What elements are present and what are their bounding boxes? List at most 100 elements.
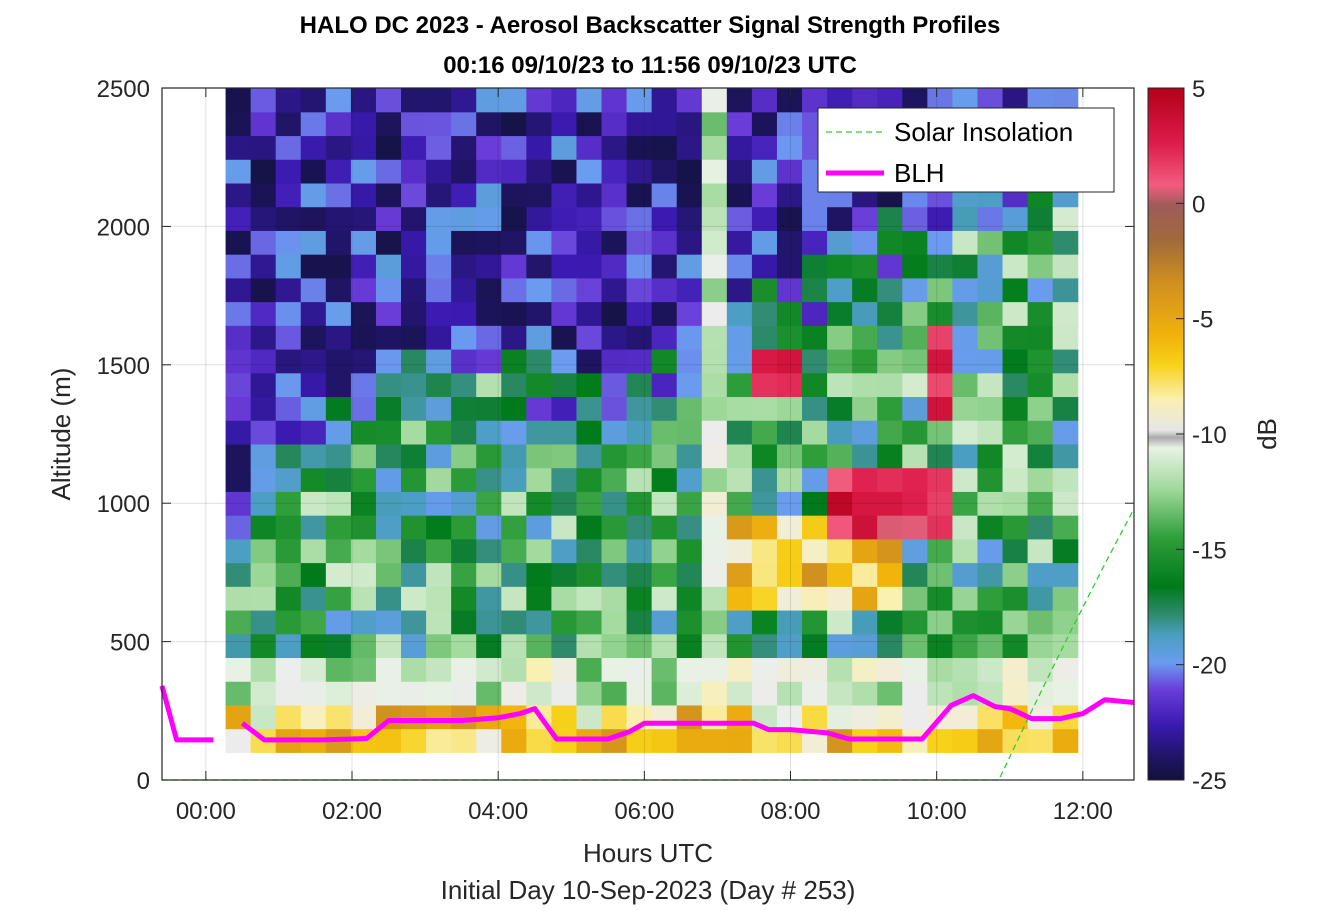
heatmap-cell bbox=[1052, 420, 1079, 445]
heatmap-cell bbox=[701, 182, 728, 208]
heatmap-cell bbox=[451, 633, 477, 659]
heatmap-cell bbox=[501, 633, 527, 659]
heatmap-cell bbox=[426, 420, 452, 445]
heatmap-cell bbox=[426, 728, 452, 753]
heatmap-cell bbox=[250, 562, 277, 587]
heatmap-cell bbox=[701, 301, 728, 326]
heatmap-cell bbox=[626, 586, 653, 611]
heatmap-cell bbox=[626, 562, 653, 587]
heatmap-cell bbox=[601, 348, 628, 374]
heatmap-cell bbox=[300, 348, 327, 374]
heatmap-cell bbox=[426, 633, 452, 659]
heatmap-cell bbox=[1052, 325, 1079, 350]
heatmap-cell bbox=[651, 159, 678, 184]
heatmap-cell bbox=[526, 657, 552, 682]
heatmap-cell bbox=[601, 159, 628, 184]
heatmap-cell bbox=[852, 633, 878, 659]
heatmap-cell bbox=[426, 586, 452, 611]
heatmap-cell bbox=[701, 111, 728, 137]
heatmap-cell bbox=[601, 609, 628, 635]
heatmap-cell bbox=[350, 206, 377, 231]
heatmap-cell bbox=[250, 467, 277, 492]
heatmap-cell bbox=[325, 277, 352, 303]
heatmap-cell bbox=[751, 515, 778, 540]
heatmap-cell bbox=[701, 254, 728, 279]
heatmap-cell bbox=[325, 111, 352, 137]
heatmap-cell bbox=[501, 348, 527, 374]
heatmap-cell bbox=[225, 586, 252, 611]
heatmap-cell bbox=[576, 420, 603, 445]
heatmap-cell bbox=[451, 182, 477, 208]
heatmap-cell bbox=[726, 182, 753, 208]
colorbar-tick-label: -10 bbox=[1192, 422, 1227, 449]
heatmap-cell bbox=[426, 562, 452, 587]
heatmap-cell bbox=[350, 467, 377, 492]
heatmap-cell bbox=[576, 443, 603, 469]
heatmap-cell bbox=[350, 609, 377, 635]
heatmap-cell bbox=[626, 301, 653, 326]
heatmap-cell bbox=[977, 277, 1004, 303]
heatmap-cell bbox=[350, 135, 377, 160]
heatmap-cell bbox=[651, 562, 678, 587]
heatmap-cell bbox=[726, 396, 753, 421]
heatmap-cell bbox=[476, 681, 502, 706]
heatmap-cell bbox=[626, 538, 653, 564]
heatmap-cell bbox=[526, 420, 552, 445]
heatmap-cell bbox=[977, 348, 1004, 374]
heatmap-cell bbox=[601, 135, 628, 160]
heatmap-cell bbox=[952, 609, 979, 635]
heatmap-cell bbox=[225, 159, 252, 184]
heatmap-cell bbox=[225, 420, 252, 445]
heatmap-cell bbox=[751, 372, 778, 398]
heatmap-cell bbox=[225, 88, 252, 113]
heatmap-cell bbox=[902, 609, 928, 635]
heatmap-cell bbox=[451, 538, 477, 564]
heatmap-cell bbox=[225, 728, 252, 753]
heatmap-cell bbox=[225, 633, 252, 659]
heatmap-cell bbox=[751, 633, 778, 659]
legend: Solar Insolation BLH bbox=[817, 107, 1115, 193]
heatmap-cell bbox=[325, 657, 352, 682]
heatmap-cell bbox=[501, 325, 527, 350]
x-tick-label: 04:00 bbox=[468, 798, 528, 825]
heatmap-cell bbox=[877, 491, 903, 516]
heatmap-cell bbox=[576, 348, 603, 374]
heatmap-cell bbox=[325, 159, 352, 184]
heatmap-cell bbox=[701, 586, 728, 611]
heatmap-cell bbox=[325, 515, 352, 540]
heatmap-cell bbox=[877, 348, 903, 374]
heatmap-cell bbox=[626, 277, 653, 303]
heatmap-cell bbox=[300, 633, 327, 659]
heatmap-cell bbox=[701, 230, 728, 255]
heatmap-cell bbox=[225, 396, 252, 421]
heatmap-cell bbox=[501, 301, 527, 326]
heatmap-cell bbox=[250, 111, 277, 137]
heatmap-cell bbox=[325, 538, 352, 564]
heatmap-cell bbox=[300, 443, 327, 469]
heatmap-cell bbox=[651, 491, 678, 516]
heatmap-cell bbox=[401, 420, 427, 445]
heatmap-cell bbox=[902, 657, 928, 682]
heatmap-cell bbox=[225, 348, 252, 374]
heatmap-cell bbox=[401, 467, 427, 492]
heatmap-cell bbox=[802, 443, 828, 469]
heatmap-cell bbox=[977, 609, 1004, 635]
heatmap-cell bbox=[726, 88, 753, 113]
heatmap-cell bbox=[626, 633, 653, 659]
heatmap-cell bbox=[626, 609, 653, 635]
heatmap-cell bbox=[426, 348, 452, 374]
heatmap-cell bbox=[225, 538, 252, 564]
heatmap-cell bbox=[225, 491, 252, 516]
heatmap-cell bbox=[776, 467, 803, 492]
heatmap-cell bbox=[601, 491, 628, 516]
heatmap-cell bbox=[426, 111, 452, 137]
heatmap-cell bbox=[426, 538, 452, 564]
heatmap-cell bbox=[952, 277, 979, 303]
heatmap-cell bbox=[676, 657, 703, 682]
heatmap-cell bbox=[426, 206, 452, 231]
heatmap-cell bbox=[726, 277, 753, 303]
heatmap-cell bbox=[827, 681, 853, 706]
heatmap-cell bbox=[576, 396, 603, 421]
heatmap-cell bbox=[375, 443, 402, 469]
heatmap-cell bbox=[300, 467, 327, 492]
